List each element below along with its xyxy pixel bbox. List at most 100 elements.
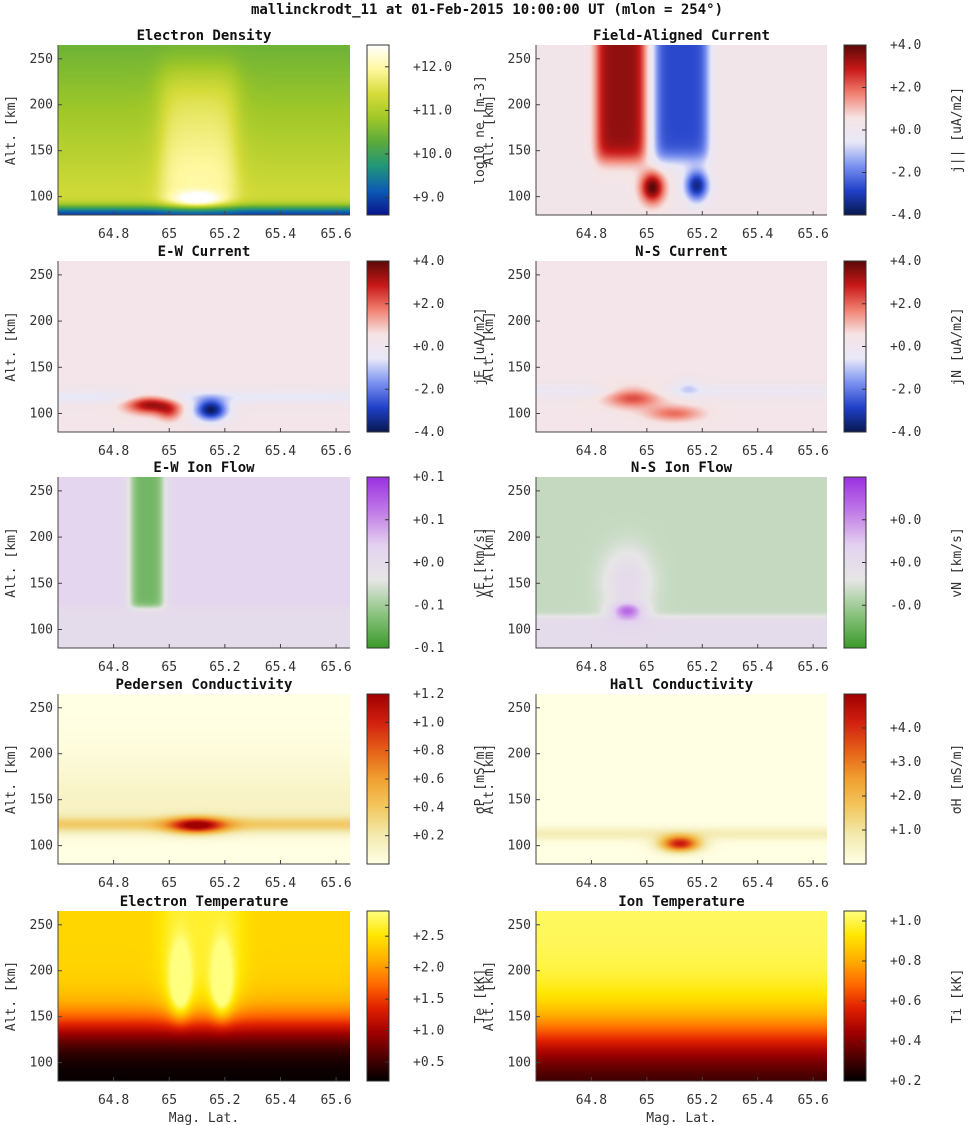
y-tick-label: 100: [30, 839, 53, 854]
panel-title: E-W Current: [158, 244, 251, 260]
y-tick-label: 250: [30, 268, 53, 283]
axis-lines: [535, 261, 827, 433]
colorbar-tick-label: +0.5: [413, 1055, 444, 1070]
y-tick-label: 100: [30, 623, 53, 638]
y-tick-label: 150: [508, 1010, 531, 1025]
x-tick-label: 65.6: [320, 876, 351, 891]
colorbar-tick-label: +11.0: [413, 103, 452, 118]
panel-vE: E-W Ion Flow 64.8 65 65.2 65.4 65.6 100 150 200 2…: [4, 460, 488, 675]
heatmap-image: [536, 477, 827, 648]
y-tick-label: 200: [30, 747, 53, 762]
y-tick-label: 150: [508, 576, 531, 591]
colorbar-tick-label: -0.1: [413, 598, 444, 613]
y-axis-label: Alt. [km]: [4, 95, 19, 165]
panel-title: Electron Temperature: [120, 894, 289, 910]
y-axis-label: Alt. [km]: [482, 961, 497, 1031]
panel-jE: E-W Current 64.8 65 65.2 65.4 65.6 100 150 200 25…: [4, 244, 488, 459]
colorbar-tick-label: +2.5: [413, 929, 444, 944]
colorbar-tick-label: +0.1: [413, 513, 444, 528]
x-tick-label: 65.2: [687, 876, 718, 891]
x-axis-label: Mag. Lat.: [646, 1111, 716, 1125]
colorbar-tick-label: -4.0: [890, 425, 921, 440]
colorbar-tick-label: +0.0: [890, 123, 921, 138]
y-axis-label: Alt. [km]: [4, 311, 19, 381]
x-tick-label: 65.6: [320, 227, 351, 242]
y-tick-label: 200: [508, 314, 531, 329]
y-tick-label: 200: [508, 747, 531, 762]
colorbar-tick-label: +0.4: [890, 1034, 921, 1049]
panel-title: Ion Temperature: [618, 894, 744, 910]
colorbar-label: σP [mS/m]: [473, 744, 488, 814]
colorbar-label: Ti [kK]: [950, 969, 965, 1024]
colorbar-tick-label: +1.0: [890, 914, 921, 929]
panel-title: N-S Current: [635, 244, 728, 260]
y-tick-label: 250: [508, 484, 531, 499]
axis-lines: [535, 694, 827, 865]
colorbar-tick-label: -2.0: [413, 382, 444, 397]
x-tick-label: 65: [639, 444, 655, 459]
x-tick-label: 65.6: [797, 444, 828, 459]
x-tick-label: 64.8: [98, 660, 129, 675]
x-tick-label: 65.6: [797, 227, 828, 242]
colorbar-tick-label: +0.2: [890, 1074, 921, 1089]
x-tick-label: 65: [639, 1093, 655, 1108]
colorbar: [366, 910, 390, 1082]
panel-title: Field-Aligned Current: [593, 28, 770, 44]
colorbar-tick-label: +1.5: [413, 992, 444, 1007]
x-tick-label: 65.2: [209, 876, 240, 891]
colorbar-label: jN [uA/m2]: [950, 307, 965, 385]
colorbar-label: log10 ne [m-3]: [473, 75, 488, 185]
y-tick-label: 100: [508, 190, 531, 205]
x-tick-label: 65.2: [687, 1093, 718, 1108]
x-tick-label: 65.6: [797, 876, 828, 891]
x-tick-label: 65.6: [797, 1093, 828, 1108]
axis-lines: [535, 45, 827, 216]
y-tick-label: 150: [508, 793, 531, 808]
panel-title: N-S Ion Flow: [631, 460, 733, 476]
axis-lines: [57, 45, 350, 216]
x-tick-label: 65.6: [320, 444, 351, 459]
x-tick-label: 65.4: [265, 660, 296, 675]
colorbar-label: Te [kK]: [473, 969, 488, 1024]
y-tick-label: 200: [30, 314, 53, 329]
colorbar-tick-label: +0.1: [413, 470, 444, 485]
heatmap-image: [536, 261, 827, 432]
colorbar-label: vE [km/s]: [473, 527, 488, 597]
axis-lines: [57, 261, 350, 433]
colorbar-tick-label: +0.0: [413, 556, 444, 571]
y-tick-label: 250: [30, 484, 53, 499]
x-tick-label: 65.4: [742, 876, 773, 891]
heatmap-image: [58, 911, 350, 1081]
x-tick-label: 65.6: [320, 660, 351, 675]
colorbar-tick-label: +1.0: [890, 823, 921, 838]
colorbar-tick-label: +2.0: [413, 297, 444, 312]
x-tick-label: 65.6: [797, 660, 828, 675]
x-tick-label: 65: [161, 227, 177, 242]
x-tick-label: 64.8: [576, 444, 607, 459]
colorbar-tick-label: +3.0: [890, 755, 921, 770]
y-tick-label: 200: [508, 98, 531, 113]
panel-jN: N-S Current 64.8 65 65.2 65.4 65.6 100 150 200 25…: [482, 244, 965, 459]
panel-title: Pedersen Conductivity: [115, 677, 293, 693]
colorbar-tick-label: +0.0: [890, 556, 921, 571]
panels: Electron Density 64.8 65 65.2 65.4 65.6 100 150…: [4, 28, 965, 1125]
x-tick-label: 65.4: [742, 444, 773, 459]
colorbar-label: j|| [uA/m2]: [950, 87, 965, 173]
x-tick-label: 65.2: [209, 660, 240, 675]
x-axis-label: Mag. Lat.: [169, 1111, 239, 1125]
y-tick-label: 250: [30, 701, 53, 716]
colorbar-tick-label: +2.0: [890, 789, 921, 804]
y-tick-label: 100: [30, 407, 53, 422]
heatmap-image: [536, 694, 827, 864]
x-tick-label: 65.2: [209, 444, 240, 459]
panel-vN: N-S Ion Flow 64.8 65 65.2 65.4 65.6 100 150 200 2…: [482, 460, 965, 675]
x-tick-label: 65.2: [209, 227, 240, 242]
y-axis-label: Alt. [km]: [4, 961, 19, 1031]
colorbar: [843, 693, 867, 865]
panel-fac: Field-Aligned Current 64.8 65 65.2 65.4 65.6 1…: [482, 28, 965, 242]
y-tick-label: 150: [30, 1010, 53, 1025]
x-tick-label: 65.4: [265, 444, 296, 459]
colorbar-tick-label: +0.0: [890, 513, 921, 528]
y-tick-label: 100: [30, 190, 53, 205]
